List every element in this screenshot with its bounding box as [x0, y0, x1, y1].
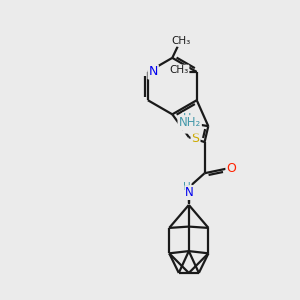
Text: H: H	[183, 113, 192, 123]
Text: H: H	[183, 182, 190, 192]
Text: CH₃: CH₃	[169, 65, 188, 76]
Text: S: S	[191, 132, 200, 145]
Text: NH: NH	[183, 120, 201, 133]
Text: CH₃: CH₃	[172, 36, 191, 46]
Text: O: O	[226, 162, 236, 175]
Text: NH₂: NH₂	[178, 116, 201, 129]
Text: N: N	[148, 65, 158, 79]
Text: N: N	[185, 186, 194, 199]
